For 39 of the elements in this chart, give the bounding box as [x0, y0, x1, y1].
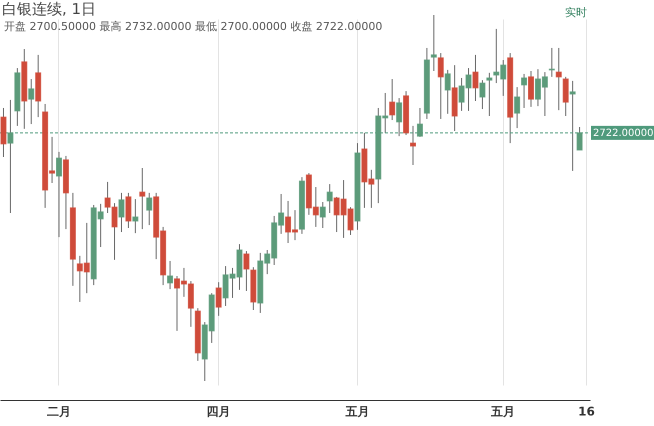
x-tick-label: 16: [578, 404, 595, 418]
candlestick: [438, 52, 444, 120]
candlestick: [7, 99, 14, 214]
candlestick: [472, 54, 478, 102]
candlestick: [556, 47, 562, 111]
candlestick: [570, 80, 576, 172]
annotation: 实时: [565, 6, 587, 19]
annotation: 开盘 2700.50000 最高 2732.00000 最低 2700.00000 收盘 2722.00000: [4, 20, 382, 33]
candlestick: [389, 78, 396, 121]
candlestick: [118, 192, 124, 233]
candlestick: [56, 151, 62, 238]
candlestick: [479, 80, 486, 110]
x-tick-label: 五月: [490, 404, 516, 418]
candlestick: [576, 126, 583, 151]
candlestick: [28, 78, 34, 125]
candlestick: [243, 250, 250, 292]
x-tick-label: 四月: [206, 404, 231, 418]
candlestick: [430, 14, 437, 72]
chart-title: 白银连续, 1日: [2, 0, 96, 18]
x-tick-label: 五月: [344, 404, 370, 418]
candlestick: [326, 184, 333, 214]
text: 2722.00000: [593, 128, 654, 139]
x-tick-label: 二月: [47, 404, 71, 418]
candlestick: [548, 47, 555, 78]
candlestick: [396, 98, 402, 137]
candlestick: [139, 167, 146, 230]
candlestick: [528, 70, 534, 108]
candlestick: [216, 282, 222, 316]
candlestick: [320, 202, 326, 229]
candlestick: [410, 125, 416, 166]
candlestick: [167, 260, 174, 290]
candlestick: [521, 73, 528, 108]
candlestick: [562, 76, 569, 117]
candlestick: [444, 69, 451, 114]
candlestick: [146, 192, 152, 226]
candlestick: [486, 72, 492, 117]
candlestick: [132, 198, 138, 234]
candlestick: [416, 107, 423, 138]
candlestick: [514, 86, 520, 129]
